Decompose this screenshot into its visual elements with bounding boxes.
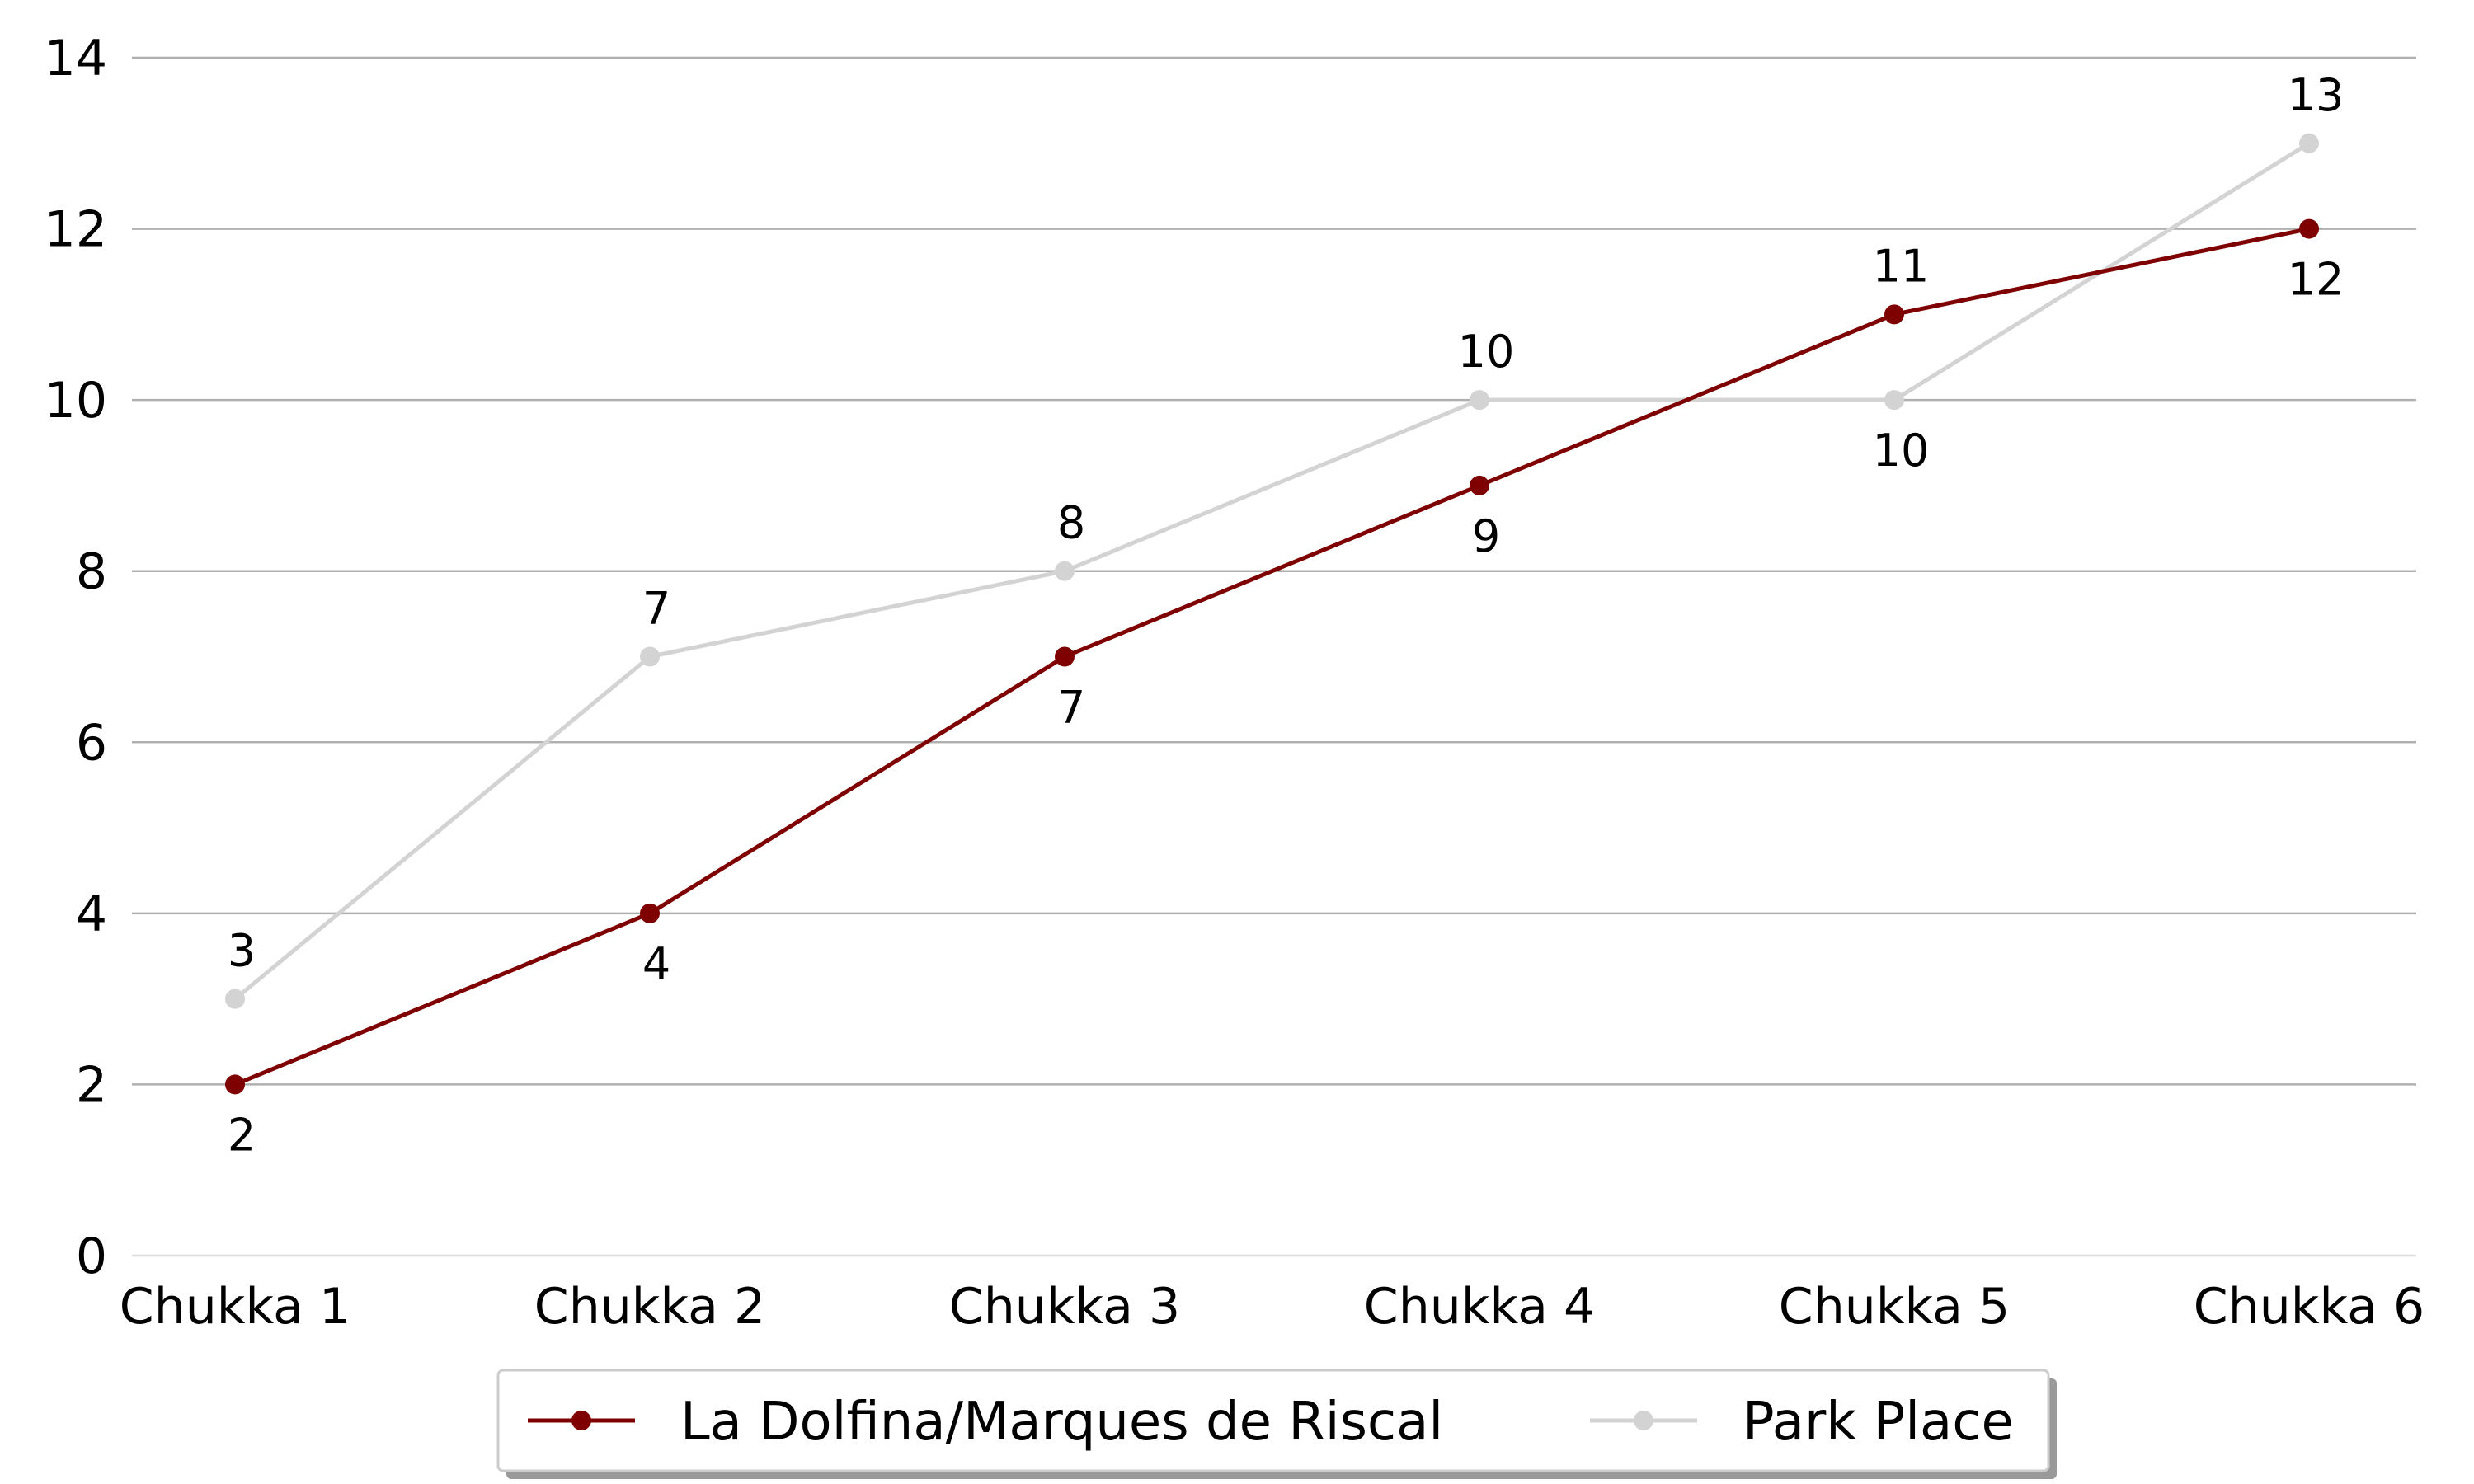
x-tick-label: Chukka 4 xyxy=(1364,1278,1595,1336)
data-label: 9 xyxy=(1472,510,1500,562)
data-point xyxy=(225,1074,245,1095)
data-label: 12 xyxy=(2288,254,2345,306)
y-tick-label: 10 xyxy=(45,372,107,430)
legend-box xyxy=(496,1369,2050,1472)
legend-label: La Dolfina/Marques de Riscal xyxy=(680,1392,1443,1453)
data-point xyxy=(1470,390,1489,411)
data-point xyxy=(1884,390,1904,411)
y-tick-label: 2 xyxy=(76,1056,107,1114)
data-point xyxy=(2299,218,2319,239)
data-point xyxy=(225,989,245,1009)
data-point xyxy=(1470,475,1489,495)
data-point xyxy=(1884,304,1904,325)
data-point xyxy=(1055,561,1075,581)
data-label: 3 xyxy=(228,925,256,977)
y-tick-label: 6 xyxy=(76,714,107,772)
data-point xyxy=(640,646,660,667)
data-point xyxy=(640,903,660,923)
data-label: 4 xyxy=(642,938,670,990)
data-label: 2 xyxy=(228,1109,256,1161)
data-label: 7 xyxy=(1057,682,1085,734)
data-label: 8 xyxy=(1057,497,1085,549)
x-tick-label: Chukka 6 xyxy=(2194,1278,2425,1336)
data-point xyxy=(2299,133,2319,153)
data-labels: 2 4 7 9 11 12 3 7 8 10 10 13 xyxy=(228,69,2345,1162)
series-line xyxy=(234,227,2310,1087)
data-label: 11 xyxy=(1873,240,1930,292)
y-tick-label: 8 xyxy=(76,543,107,601)
legend-marker xyxy=(1634,1411,1653,1430)
x-tick-label: Chukka 1 xyxy=(120,1278,350,1336)
legend-label: Park Place xyxy=(1743,1392,2014,1453)
data-point xyxy=(1055,646,1075,667)
y-tick-label: 4 xyxy=(76,885,107,943)
data-label: 7 xyxy=(642,583,670,635)
data-label: 13 xyxy=(2288,69,2345,121)
y-tick-label: 0 xyxy=(76,1228,107,1285)
data-label: 10 xyxy=(1458,326,1515,378)
grid-lines xyxy=(132,56,2416,1257)
axes: 0 2 4 6 8 10 12 14 Chukka 1 Chukka 2 Chukka 3 Chukk… xyxy=(45,30,2425,1336)
x-tick-label: Chukka 3 xyxy=(949,1278,1180,1336)
legend: La Dolfina/Marques de Riscal Park Place xyxy=(496,1369,2057,1479)
y-tick-label: 12 xyxy=(45,201,107,259)
series-line xyxy=(233,141,2311,1001)
series-layer xyxy=(225,133,2319,1095)
x-tick-label: Chukka 2 xyxy=(534,1278,765,1336)
data-label: 10 xyxy=(1873,425,1930,477)
y-tick-label: 14 xyxy=(45,30,107,87)
legend-marker xyxy=(571,1411,591,1430)
x-tick-label: Chukka 5 xyxy=(1779,1278,2010,1336)
